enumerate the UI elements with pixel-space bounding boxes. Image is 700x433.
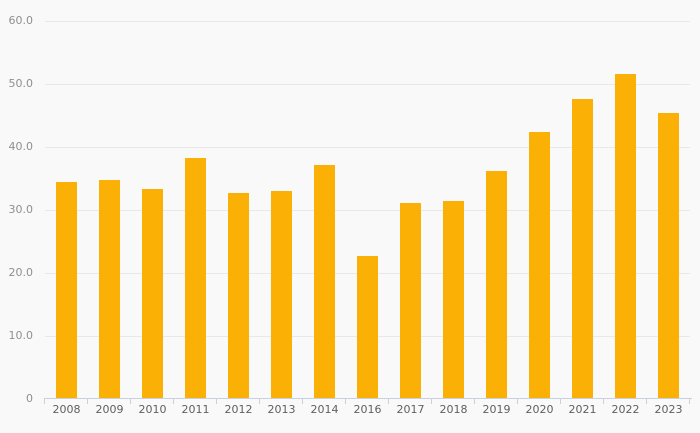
y-axis-tick-label: 40.0 (8, 139, 34, 153)
bar-2010[interactable] (142, 189, 163, 399)
x-axis-tick-label: 2013 (267, 403, 296, 416)
x-axis-tick-label: 2011 (181, 403, 210, 416)
axis-tick-mark (44, 399, 45, 404)
x-axis-tick-label: 2009 (95, 403, 124, 416)
x-axis-tick-label: 2022 (611, 403, 640, 416)
bar-2009[interactable] (99, 179, 120, 399)
axis-tick-mark (259, 399, 260, 404)
x-axis-tick-label: 2014 (310, 403, 339, 416)
x-axis-tick-label: 2023 (654, 403, 683, 416)
y-axis-tick-label: 50.0 (8, 77, 34, 90)
x-axis-tick-label: 2021 (568, 403, 597, 416)
x-axis-tick-label: 2010 (138, 403, 167, 416)
gridline (45, 146, 690, 148)
x-axis-tick-label: 2020 (525, 403, 554, 416)
axis-tick-mark (87, 399, 88, 404)
bar-2013[interactable] (271, 190, 292, 399)
bar-2023[interactable] (658, 112, 679, 399)
x-axis-tick-label: 2012 (224, 403, 253, 416)
x-axis-tick-label: 2019 (482, 403, 511, 416)
axis-tick-mark (560, 399, 561, 404)
bar-2008[interactable] (56, 182, 77, 399)
axis-tick-mark (173, 399, 174, 404)
axis-tick-mark (603, 399, 604, 404)
y-axis-tick-label: 0 (26, 391, 33, 405)
x-axis-tick-label: 2017 (396, 403, 425, 416)
bar-2011[interactable] (185, 158, 206, 399)
bar-2018[interactable] (443, 201, 464, 399)
gridline (45, 21, 690, 23)
axis-tick-mark (431, 399, 432, 404)
gridline (45, 84, 690, 85)
axis-tick-mark (345, 399, 346, 404)
y-axis-tick-label: 30.0 (8, 202, 34, 216)
x-axis-tick-label: 2016 (353, 403, 382, 416)
bar-2017[interactable] (400, 202, 421, 399)
bar-2019[interactable] (486, 170, 507, 399)
bar-2016[interactable] (357, 255, 378, 399)
gridline (45, 209, 690, 211)
x-axis-tick-label: 2018 (439, 403, 468, 416)
bar-2014[interactable] (314, 164, 335, 399)
x-axis-tick-label: 2008 (52, 403, 81, 416)
bar-2022[interactable] (615, 73, 636, 399)
axis-tick-mark (689, 399, 690, 404)
bar-2021[interactable] (572, 99, 593, 399)
y-axis-tick-label: 10.0 (8, 328, 34, 342)
bar-2020[interactable] (529, 131, 550, 399)
axis-tick-mark (517, 399, 518, 404)
x-axis-baseline (44, 398, 692, 399)
y-axis-tick-label: 20.0 (8, 265, 34, 279)
bar-2012[interactable] (228, 192, 249, 399)
axis-tick-mark (130, 399, 131, 404)
axis-tick-mark (302, 399, 303, 404)
axis-tick-mark (388, 399, 389, 404)
axis-tick-mark (646, 399, 647, 404)
axis-tick-mark (474, 399, 475, 404)
y-axis-tick-label: 60.0 (8, 14, 34, 28)
axis-tick-mark (216, 399, 217, 404)
